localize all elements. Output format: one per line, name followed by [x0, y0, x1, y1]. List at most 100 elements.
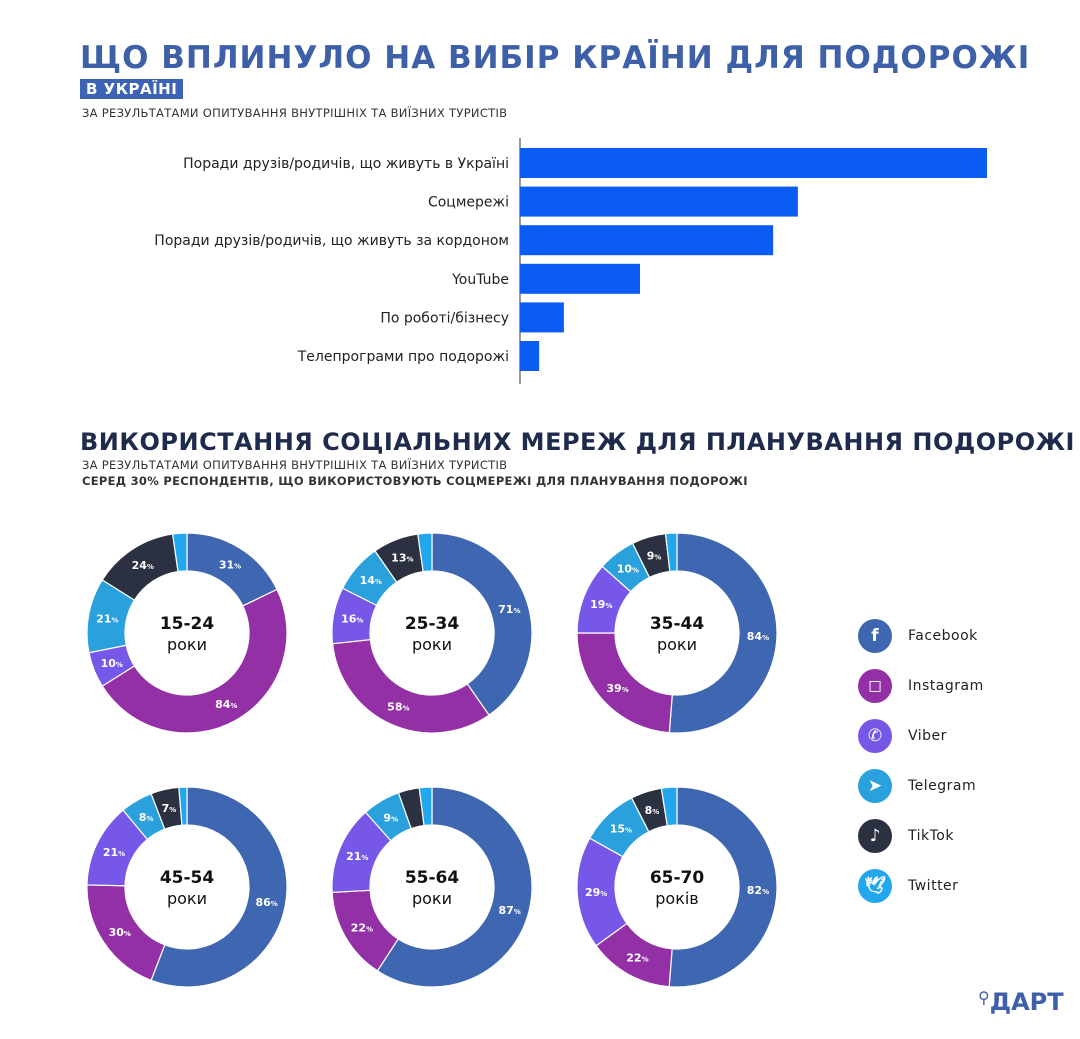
viber-icon: ✆ — [858, 719, 892, 753]
donut-slice-twitter — [178, 786, 188, 826]
bar — [520, 263, 641, 294]
donut-slice-facebook — [668, 532, 778, 734]
donut-age-title: 65-70 — [650, 868, 705, 888]
donut-slice-instagram — [101, 588, 288, 734]
slice-value-label: 30% — [109, 926, 131, 939]
slice-value-label: 14% — [360, 574, 382, 587]
slice-value-label: 8% — [139, 811, 154, 824]
donut-age-unit: роки — [412, 889, 452, 908]
slice-value-label: 9% — [647, 549, 662, 562]
donut-age-title: 35-44 — [650, 614, 705, 634]
donut-age-title: 45-54 — [160, 868, 215, 888]
slice-value-label: 22% — [351, 922, 373, 935]
donut-age-unit: роки — [412, 635, 452, 654]
bar-category-label: По роботі/бізнесу — [380, 310, 509, 326]
donut-slice-facebook — [431, 532, 533, 716]
donut-age-unit: років — [655, 889, 698, 908]
slice-value-label: 21% — [346, 850, 368, 863]
section-note: СЕРЕД 30% РЕСПОНДЕНТІВ, ЩО ВИКОРИСТОВУЮТ… — [82, 474, 748, 488]
slice-value-label: 22% — [626, 952, 648, 965]
slice-value-label: 19% — [590, 598, 612, 611]
bar-category-label: YouTube — [451, 272, 509, 288]
slice-value-label: 39% — [606, 682, 628, 695]
tiktok-icon: ♪ — [858, 819, 892, 853]
bar — [520, 186, 798, 217]
logo-text: ДАРТ — [989, 988, 1064, 1016]
logo: ⚲ДАРТ — [978, 988, 1064, 1016]
slice-value-label: 13% — [391, 552, 413, 565]
facebook-icon: f — [858, 619, 892, 653]
legend-label: TikTok — [908, 828, 954, 844]
donut-charts: 31%84%10%21%24%15-24роки71%58%16%14%13%2… — [86, 532, 778, 988]
donut-slice-facebook — [150, 786, 288, 988]
legend-item-twitter: 🕊 Twitter — [858, 869, 958, 903]
slice-value-label: 9% — [383, 811, 398, 824]
bar-category-label: Телепрограми про подорожі — [297, 349, 509, 365]
legend-item-instagram: ◻ Instagram — [858, 669, 984, 703]
donut-slice-facebook — [668, 786, 778, 988]
donut-age-unit: роки — [657, 635, 697, 654]
donut-slice-facebook — [376, 786, 533, 988]
slice-value-label: 15% — [610, 823, 632, 836]
donut-age-title: 15-24 — [160, 614, 215, 634]
bar — [520, 341, 540, 371]
section-subtitle: ЗА РЕЗУЛЬТАТАМИ ОПИТУВАННЯ ВНУТРІШНІХ ТА… — [82, 458, 508, 472]
bar — [520, 225, 774, 256]
bar-category-label: Поради друзів/родичів, що живуть в Украї… — [183, 156, 509, 172]
legend-label: Telegram — [908, 778, 977, 794]
bar-chart: Поради друзів/родичів, що живуть в Украї… — [154, 138, 987, 384]
slice-value-label: 7% — [162, 802, 177, 815]
subtitle: ЗА РЕЗУЛЬТАТАМИ ОПИТУВАННЯ ВНУТРІШНІХ ТА… — [82, 106, 508, 120]
slice-value-label: 31% — [219, 558, 241, 571]
donut-slice-instagram — [331, 638, 490, 734]
slice-value-label: 87% — [498, 904, 520, 917]
donut-age-unit: роки — [167, 635, 207, 654]
slice-value-label: 84% — [747, 630, 769, 643]
slice-value-label: 71% — [498, 603, 520, 616]
legend-item-telegram: ➤ Telegram — [858, 769, 976, 803]
legend-label: Twitter — [908, 878, 959, 894]
telegram-icon: ➤ — [858, 769, 892, 803]
donut-age-title: 55-64 — [405, 868, 460, 888]
donut-age-title: 25-34 — [405, 614, 460, 634]
slice-value-label: 8% — [645, 804, 660, 817]
slice-value-label: 86% — [255, 896, 277, 909]
legend-label: Instagram — [908, 678, 984, 694]
section-title: ВИКОРИСТАННЯ СОЦІАЛЬНИХ МЕРЕЖ ДЛЯ ПЛАНУВ… — [80, 428, 1075, 456]
donut-slice-twitter — [418, 786, 433, 827]
legend-item-tiktok: ♪ TikTok — [858, 819, 954, 853]
slice-value-label: 21% — [96, 612, 118, 625]
slice-value-label: 21% — [103, 846, 125, 859]
slice-value-label: 84% — [215, 698, 237, 711]
donut-slice-twitter — [171, 532, 188, 573]
map-pin-icon: ⚲ — [978, 988, 990, 1007]
slice-value-label: 24% — [132, 559, 154, 572]
donut-slice-twitter — [417, 532, 433, 573]
donut-slice-twitter — [664, 532, 678, 573]
region-badge: В УКРАЇНІ — [80, 79, 184, 99]
slice-value-label: 29% — [585, 886, 607, 899]
instagram-icon: ◻ — [858, 669, 892, 703]
slice-value-label: 10% — [617, 563, 639, 576]
donut-slice-twitter — [660, 786, 678, 827]
legend-label: Facebook — [908, 628, 978, 644]
slice-value-label: 16% — [341, 613, 363, 626]
donut-age-unit: роки — [167, 889, 207, 908]
main-title: ЩО ВПЛИНУЛО НА ВИБІР КРАЇНИ ДЛЯ ПОДОРОЖІ — [80, 40, 1031, 76]
bar — [520, 148, 987, 178]
bar — [520, 302, 564, 333]
bar-category-label: Поради друзів/родичів, що живуть за корд… — [154, 233, 509, 249]
slice-value-label: 10% — [101, 657, 123, 670]
slice-value-label: 82% — [747, 884, 769, 897]
legend-item-viber: ✆ Viber — [858, 719, 947, 753]
legend-label: Viber — [908, 728, 947, 744]
twitter-icon: 🕊 — [858, 869, 892, 903]
slice-value-label: 58% — [387, 701, 409, 714]
bar-category-label: Соцмережі — [428, 195, 509, 211]
